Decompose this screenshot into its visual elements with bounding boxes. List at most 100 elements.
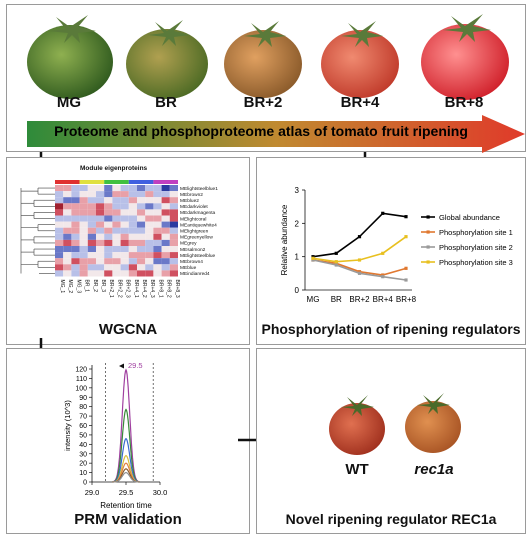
heatmap-cell xyxy=(120,191,129,198)
peak-label: 29.5 xyxy=(128,361,143,370)
heatmap-cell xyxy=(128,197,137,204)
heatmap-cell xyxy=(161,185,170,192)
heatmap-cell xyxy=(169,221,178,228)
series-point xyxy=(404,278,408,282)
heatmap-cell xyxy=(145,270,154,277)
heatmap-cell xyxy=(120,246,129,253)
tomato-stages xyxy=(27,14,509,100)
sample-label: BR+4_1 xyxy=(133,280,139,298)
x-tick-label: 29.0 xyxy=(85,488,100,497)
module-label: MElightsteelblue xyxy=(180,253,216,259)
heatmap-cell xyxy=(104,197,113,204)
y-tick-label: 60 xyxy=(79,423,87,430)
heatmap-cell xyxy=(153,191,162,198)
heatmap-cell xyxy=(153,197,162,204)
sample-label: BR_3 xyxy=(100,280,106,293)
series-point xyxy=(311,258,315,262)
heatmap-cell xyxy=(71,191,80,198)
heatmap-cell xyxy=(71,270,80,277)
heatmap-cell xyxy=(79,258,88,265)
heatmap-cell xyxy=(79,246,88,253)
series-point xyxy=(357,270,362,274)
series-point xyxy=(357,271,362,275)
heatmap-cell xyxy=(96,227,105,234)
label-wt: WT xyxy=(345,461,369,478)
x-axis-label: Retention time xyxy=(100,501,152,510)
heatmap-cell xyxy=(161,264,170,271)
heatmap-cell xyxy=(169,215,178,222)
heatmap-cell xyxy=(96,215,105,222)
tomato-br xyxy=(126,20,208,99)
heatmap-cell xyxy=(112,227,121,234)
chromatogram-trace xyxy=(112,368,140,483)
heatmap-cell xyxy=(169,227,178,234)
heatmap-cell xyxy=(55,215,64,222)
series-point xyxy=(334,260,338,264)
heatmap-cell xyxy=(161,191,170,198)
series-line xyxy=(312,259,407,281)
heatmap-cell xyxy=(63,197,72,204)
heatmap-cell xyxy=(169,239,178,246)
heatmap-cell xyxy=(128,221,137,228)
heatmap-cell xyxy=(161,233,170,240)
y-tick-label: 2 xyxy=(295,219,300,228)
heatmap-cell xyxy=(128,258,137,265)
phospho-panel: 0 1 2 3 MG BR BR+2 BR+4 BR+8 Relative abundance Gl… xyxy=(256,157,526,345)
heatmap-cell xyxy=(128,209,137,216)
heatmap-cell xyxy=(63,246,72,253)
x-tick-label: BR+2 xyxy=(349,295,370,304)
series-point xyxy=(404,215,408,219)
heatmap-cell xyxy=(71,258,80,265)
heatmap-cell xyxy=(161,203,170,210)
heatmap-cell xyxy=(87,233,96,240)
rec1a-title: Novel ripening regulator REC1a xyxy=(285,511,497,527)
heatmap-cell xyxy=(120,258,129,265)
legend-label: Phosphorylation site 3 xyxy=(439,258,513,267)
y-tick-label: 10 xyxy=(79,470,87,477)
sample-label: BR+2_1 xyxy=(108,280,114,298)
sample-label: BR+8_3 xyxy=(174,280,180,298)
module-label: MElightcoral xyxy=(180,216,206,222)
heatmap-cell xyxy=(55,197,64,204)
heatmap-cell xyxy=(104,209,113,216)
module-label: MEblue xyxy=(180,265,197,271)
sample-label: BR+8_2 xyxy=(166,280,172,298)
x-tick-label: 29.5 xyxy=(119,488,134,497)
heatmap-cell xyxy=(96,233,105,240)
y-tick-label: 1 xyxy=(295,253,300,262)
stage-color-band xyxy=(128,180,154,184)
heatmap-cell xyxy=(120,252,129,259)
heatmap-cell xyxy=(55,239,64,246)
module-label: MEindianred4 xyxy=(180,271,210,277)
heatmap-cell xyxy=(55,252,64,259)
series-point xyxy=(311,255,315,259)
series-point xyxy=(404,266,408,270)
tomato-wt xyxy=(329,395,385,455)
stage-color-band xyxy=(153,180,178,184)
heatmap-cell xyxy=(87,246,96,253)
heatmap-cell xyxy=(120,209,129,216)
heatmap-cell xyxy=(153,227,162,234)
heatmap-cell xyxy=(96,258,105,265)
ripening-arrow xyxy=(27,115,525,153)
phospho-title: Phosphorylation of ripening regulators xyxy=(261,321,521,337)
y-tick-label: 20 xyxy=(79,461,87,468)
heatmap-cell xyxy=(112,203,121,210)
heatmap-cell xyxy=(96,221,105,228)
heatmap-cell xyxy=(128,270,137,277)
sample-label: BR_2 xyxy=(92,280,98,293)
heatmap-cell xyxy=(137,264,146,271)
y-tick-label: 100 xyxy=(75,385,87,392)
top-panel: MG BR BR+2 BR+4 BR+8 Proteome and phosph… xyxy=(6,4,526,153)
chromatogram-trace xyxy=(112,408,140,483)
heatmap-cell xyxy=(161,197,170,204)
stage-label-mg: MG xyxy=(56,94,82,111)
heatmap-cell xyxy=(145,203,154,210)
heatmap-cell xyxy=(112,239,121,246)
heatmap-cell xyxy=(104,185,113,192)
y-axis-label: intensity (10^3) xyxy=(63,400,72,451)
wgcna-title: WGCNA xyxy=(98,321,158,338)
heatmap-cell xyxy=(161,239,170,246)
series-line xyxy=(312,212,407,258)
heatmap-cell xyxy=(87,227,96,234)
